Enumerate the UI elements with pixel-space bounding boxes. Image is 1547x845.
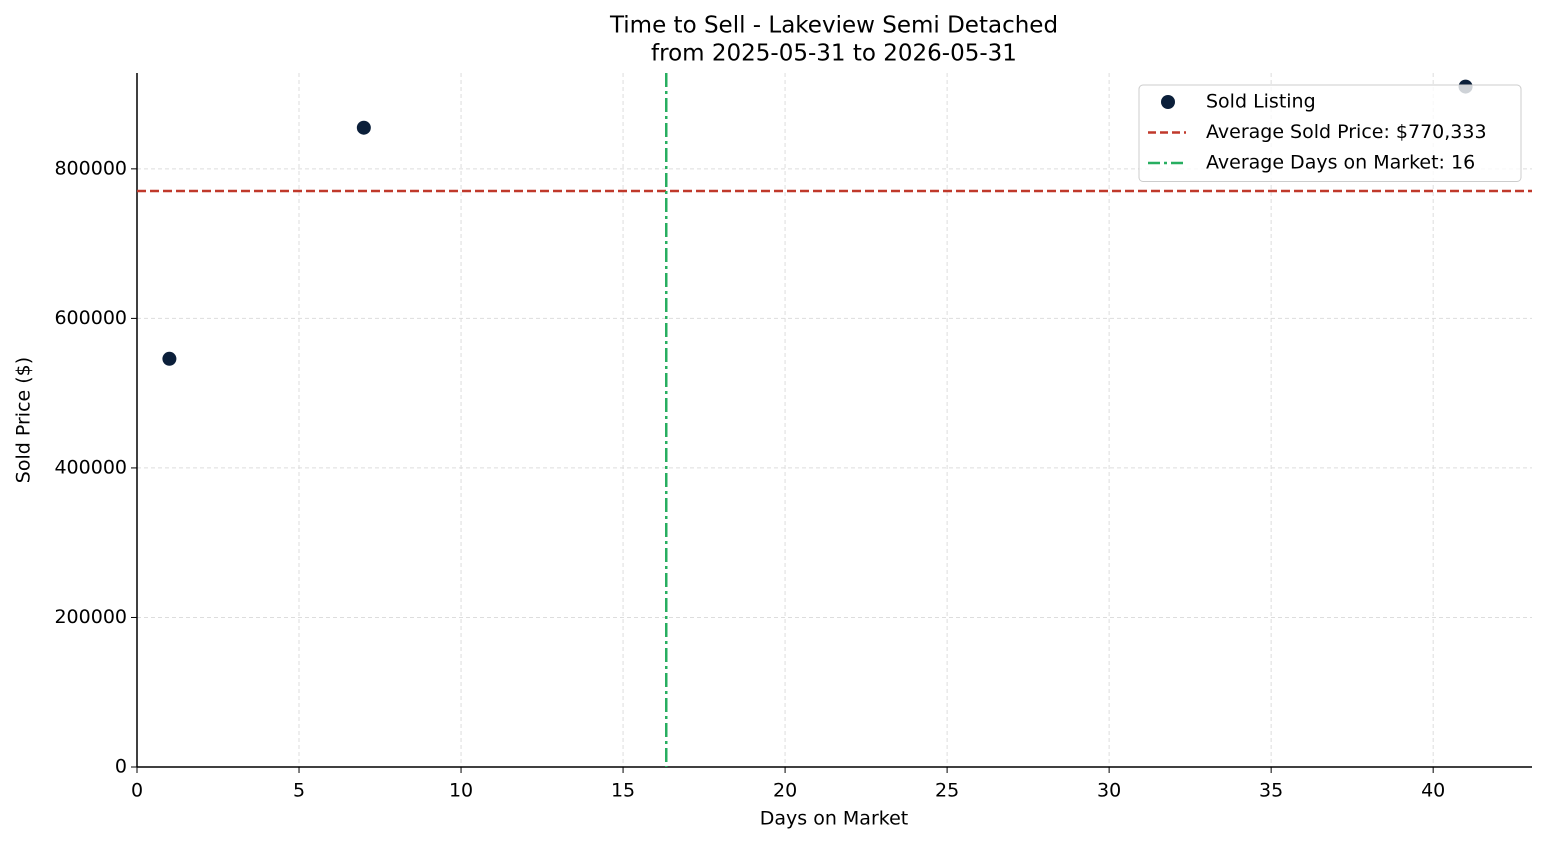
legend-label: Sold Listing bbox=[1206, 91, 1316, 113]
chart-title: Time to Sell - Lakeview Semi Detached bbox=[609, 13, 1058, 39]
x-tick-label: 15 bbox=[611, 780, 635, 802]
y-tick-label: 200000 bbox=[54, 606, 127, 628]
x-tick-label: 30 bbox=[1097, 780, 1121, 802]
point bbox=[162, 351, 177, 366]
x-tick-label: 40 bbox=[1421, 780, 1445, 802]
x-tick-label: 5 bbox=[293, 780, 305, 802]
legend-label: Average Sold Price: $770,333 bbox=[1206, 121, 1487, 143]
y-tick-label: 600000 bbox=[54, 307, 127, 329]
y-axis-label: Sold Price ($) bbox=[13, 357, 35, 483]
x-tick-label: 25 bbox=[935, 780, 959, 802]
chart-subtitle: from 2025-05-31 to 2026-05-31 bbox=[651, 41, 1017, 67]
legend-box bbox=[1138, 84, 1522, 182]
y-tick-label: 400000 bbox=[54, 456, 127, 478]
x-tick-label: 10 bbox=[449, 780, 473, 802]
x-tick-label: 20 bbox=[773, 780, 797, 802]
legend-marker bbox=[1161, 95, 1175, 109]
legend-label: Average Days on Market: 16 bbox=[1206, 152, 1475, 174]
y-tick-label: 800000 bbox=[54, 157, 127, 179]
x-tick-label: 35 bbox=[1259, 780, 1283, 802]
x-axis-label: Days on Market bbox=[760, 808, 908, 830]
point bbox=[356, 120, 371, 135]
y-tick-label: 0 bbox=[115, 756, 127, 778]
x-tick-label: 0 bbox=[131, 780, 143, 802]
